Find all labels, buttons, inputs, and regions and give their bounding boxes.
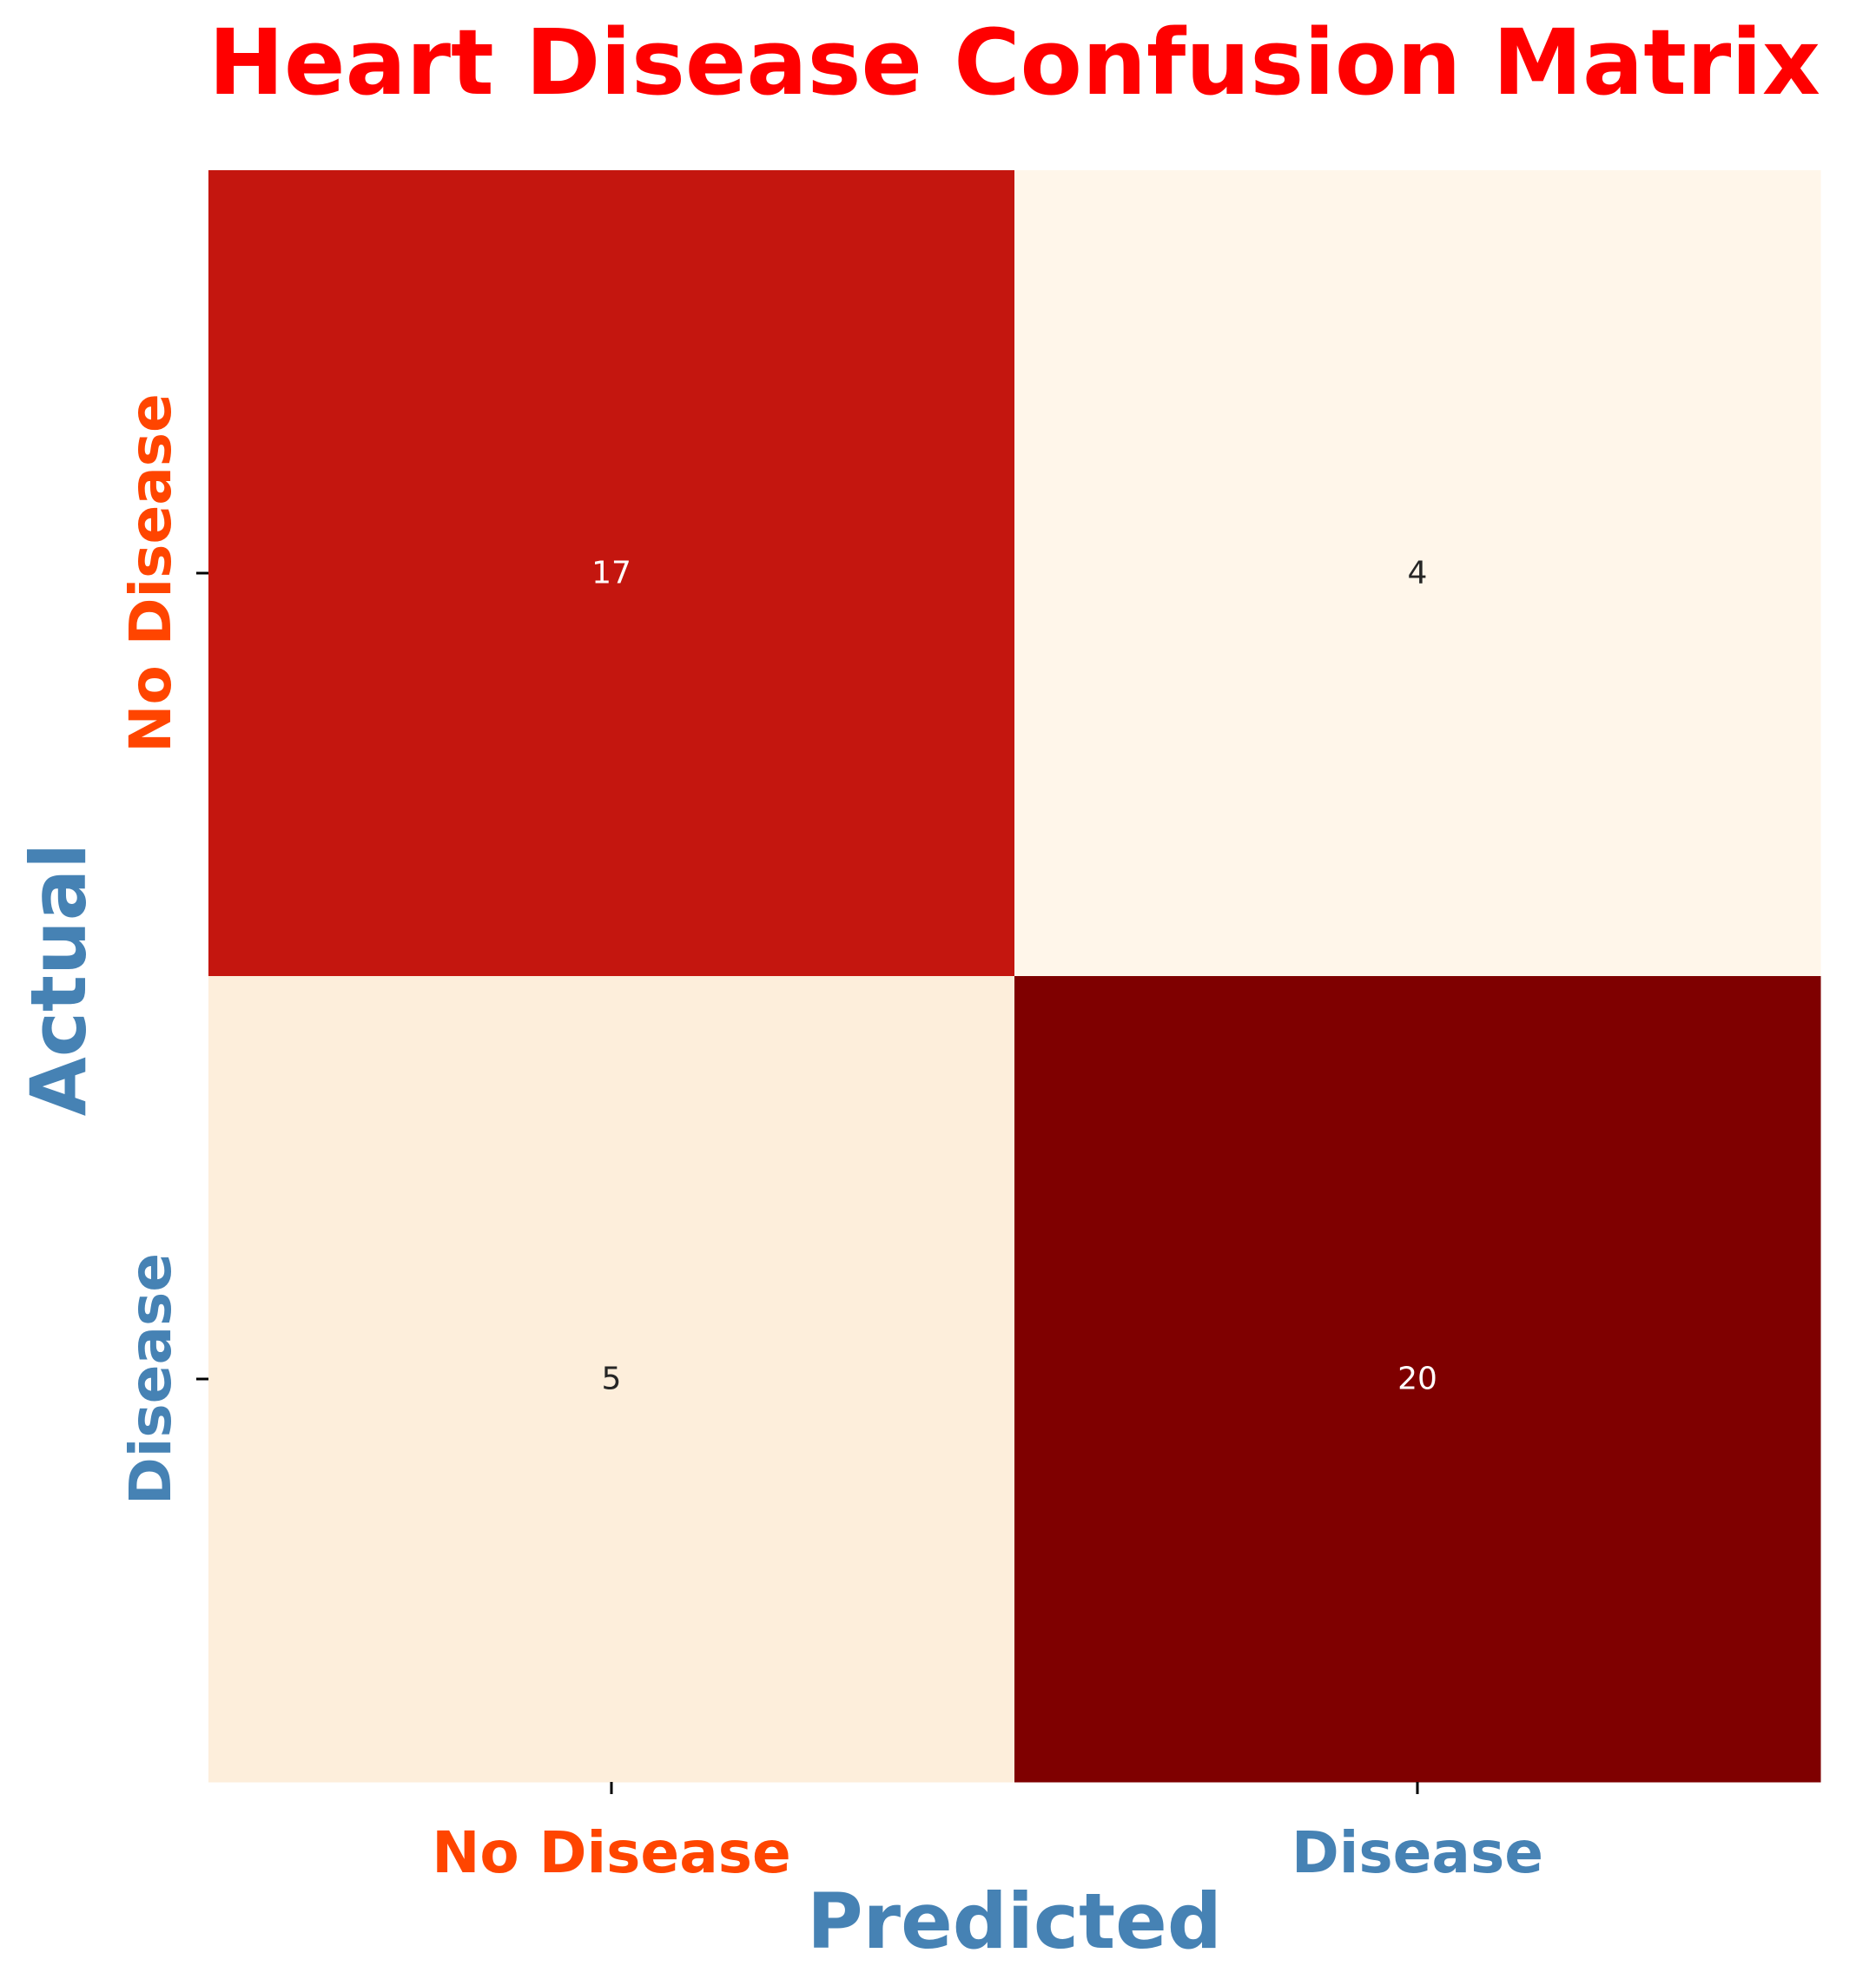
heatmap-cell-no-disease-vs-no-disease xyxy=(208,170,1015,977)
cell-value-label: 17 xyxy=(591,556,631,591)
cell-value-label: 20 xyxy=(1397,1362,1437,1397)
x-axis-label: Predicted xyxy=(807,1877,1222,1966)
heatmap-cell-disease-vs-disease xyxy=(1014,976,1821,1783)
x-tick-label-disease: Disease xyxy=(1291,1819,1543,1886)
y-tick-label-disease: Disease xyxy=(117,1253,184,1505)
axis-ticks: No Disease Disease No Disease Disease xyxy=(117,393,1543,1886)
heatmap-cell-disease-vs-no-disease xyxy=(208,976,1015,1783)
heatmap-cells xyxy=(208,170,1821,1783)
cell-value-label: 4 xyxy=(1408,556,1428,591)
chart-title: Heart Disease Confusion Matrix xyxy=(208,10,1820,115)
y-axis-label: Actual xyxy=(14,843,103,1117)
cell-annotations: 17 4 5 20 xyxy=(591,556,1437,1397)
cell-value-label: 5 xyxy=(602,1362,622,1397)
x-tick-label-no-disease: No Disease xyxy=(432,1819,791,1886)
heatmap-cell-no-disease-vs-disease xyxy=(1014,170,1821,977)
y-tick-label-no-disease: No Disease xyxy=(117,393,184,753)
